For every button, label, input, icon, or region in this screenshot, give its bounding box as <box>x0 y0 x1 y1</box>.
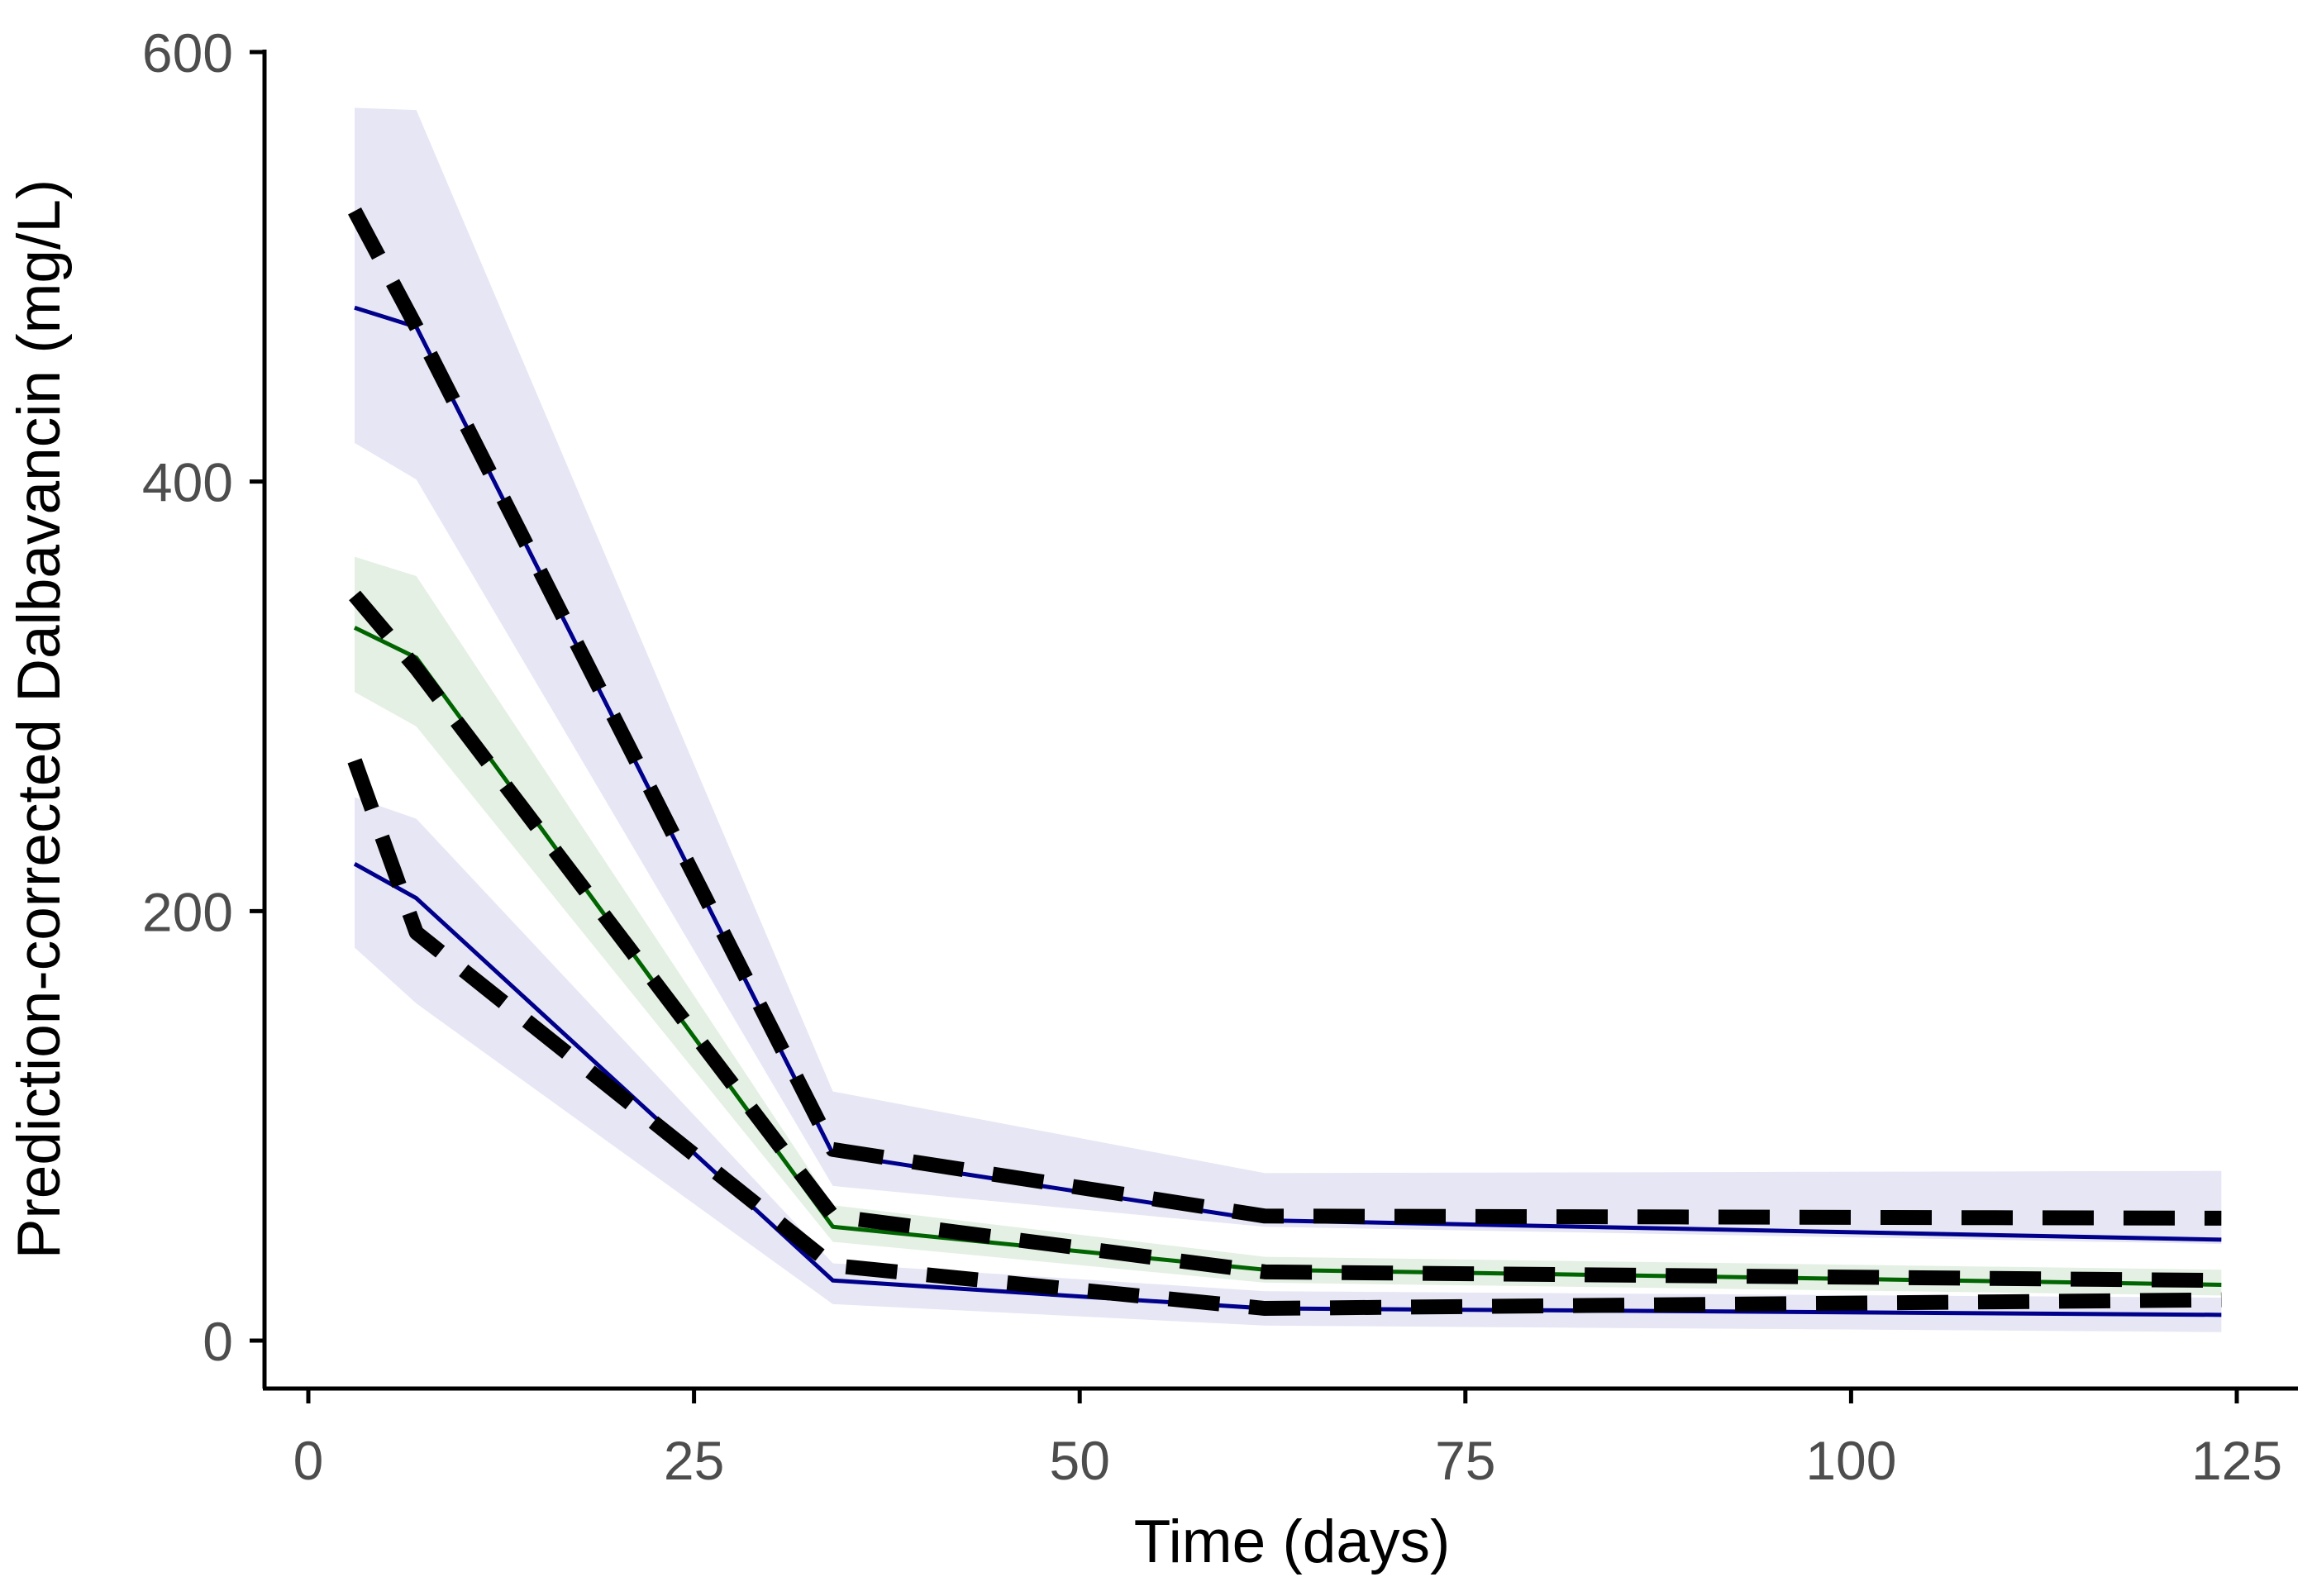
percentile-lines <box>347 207 2222 1317</box>
predicted-median-line <box>353 626 2222 1287</box>
x-axis-title: Time (days) <box>1134 1508 1451 1575</box>
x-tick-label: 25 <box>664 1430 724 1491</box>
x-tick-label: 50 <box>1049 1430 1109 1491</box>
y-tick-label: 600 <box>142 22 233 83</box>
observed-5th-percentile-line <box>347 758 2222 1317</box>
5th-percentile-prediction-interval-band <box>354 797 2222 1332</box>
observed-95th-percentile-line <box>348 207 2222 1226</box>
y-tick-label: 200 <box>142 881 233 942</box>
x-tick-label: 0 <box>293 1430 324 1491</box>
x-tick-label: 75 <box>1435 1430 1495 1491</box>
x-tick-label: 100 <box>1805 1430 1896 1491</box>
y-axis-title: Prediction-corrected Dalbavancin (mg/L) <box>6 179 73 1259</box>
y-tick-label: 400 <box>142 452 233 513</box>
axes <box>262 50 2298 1391</box>
prediction-interval-bands <box>354 107 2222 1332</box>
x-tick-label: 125 <box>2191 1430 2282 1491</box>
y-tick-label: 0 <box>203 1311 233 1372</box>
axis-ticks: 0 25 50 75 100 125 0 200 400 600 <box>142 22 2282 1491</box>
